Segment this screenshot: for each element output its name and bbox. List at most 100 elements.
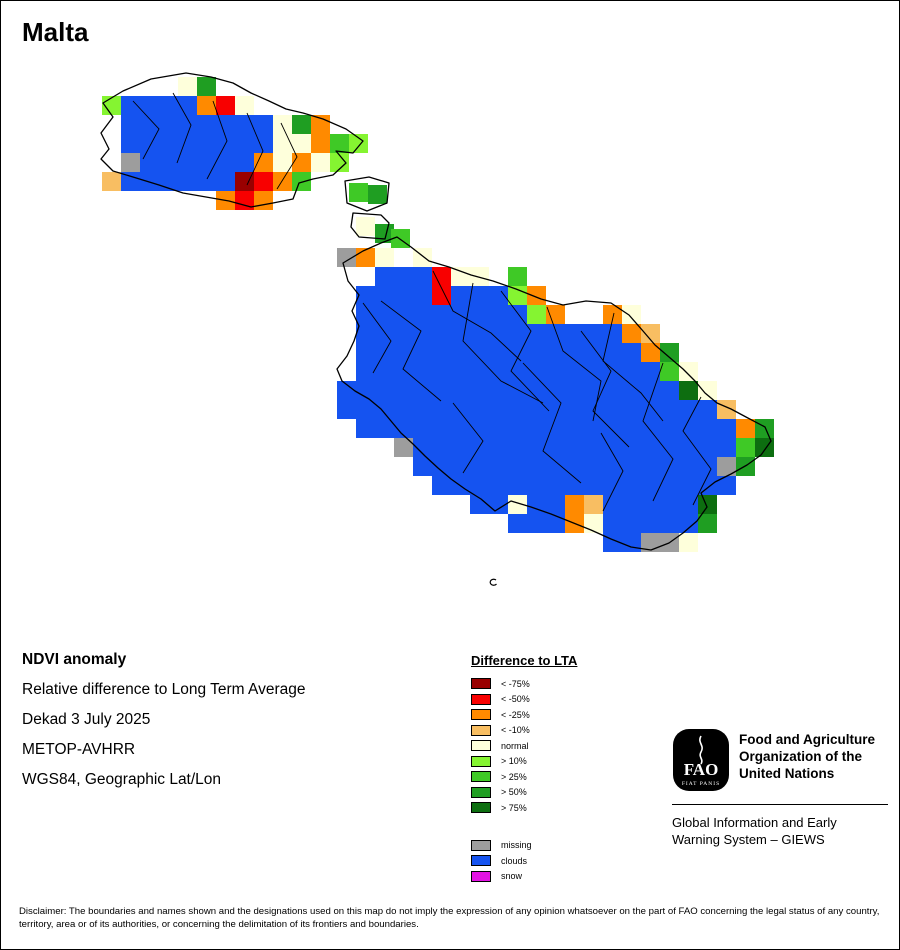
map-cell — [679, 476, 698, 495]
map-cell — [546, 495, 565, 514]
district-boundary-line — [522, 362, 582, 484]
map-cell — [527, 400, 546, 419]
district-boundary-line — [500, 290, 550, 412]
map-cell — [159, 96, 178, 115]
legend: Difference to LTA < -75% < -50% < -25% < -1… — [471, 653, 577, 884]
map-cell — [368, 185, 387, 204]
map-cell — [508, 267, 527, 286]
page-title: Malta — [22, 17, 89, 47]
island-outline — [100, 72, 364, 208]
map-cell — [432, 438, 451, 457]
map-cell — [489, 438, 508, 457]
map-cell — [622, 381, 641, 400]
legend-item: < -75% — [471, 676, 577, 692]
map-cell — [565, 400, 584, 419]
map-cell — [698, 438, 717, 457]
map-cell — [622, 495, 641, 514]
map-cell — [254, 191, 273, 210]
map-cell — [527, 419, 546, 438]
map-cell — [565, 495, 584, 514]
legend-item: < -50% — [471, 692, 577, 708]
map-cell — [432, 286, 451, 305]
map-cell — [736, 419, 755, 438]
map-cell — [470, 362, 489, 381]
map-cell — [660, 419, 679, 438]
map-cell — [451, 457, 470, 476]
map-cell — [337, 400, 356, 419]
map-cell — [375, 362, 394, 381]
map-cell — [235, 191, 254, 210]
map-cell — [349, 134, 368, 153]
map-cell — [197, 77, 216, 96]
map-cell — [470, 400, 489, 419]
map-cell — [622, 514, 641, 533]
map-cell — [432, 305, 451, 324]
map-cell — [470, 476, 489, 495]
map-cell — [622, 324, 641, 343]
map-cell — [273, 153, 292, 172]
map-cell — [375, 400, 394, 419]
map-cell — [527, 305, 546, 324]
map-cell — [273, 134, 292, 153]
map-cell — [679, 362, 698, 381]
fao-logo-text: FAO — [684, 760, 719, 779]
map-cell — [546, 400, 565, 419]
fao-top-row: FAO FIAT PANIS Food and Agriculture Orga… — [672, 728, 888, 792]
map-cell — [565, 438, 584, 457]
map-cell — [679, 533, 698, 552]
map-cell — [565, 457, 584, 476]
map-cell — [508, 343, 527, 362]
map-cell — [121, 115, 140, 134]
map-cell — [432, 267, 451, 286]
map-cell — [546, 381, 565, 400]
map-cell — [337, 248, 356, 267]
map-cell — [394, 343, 413, 362]
map-cell — [413, 419, 432, 438]
map-cell — [603, 438, 622, 457]
map-cell — [489, 343, 508, 362]
legend-extra-items: missing clouds snow — [471, 838, 577, 885]
map-cell — [698, 419, 717, 438]
district-boundary-line — [682, 396, 712, 506]
map-cell — [451, 400, 470, 419]
district-boundary-line — [206, 100, 228, 180]
map-cell — [489, 286, 508, 305]
map-cell — [356, 305, 375, 324]
district-boundary-line — [462, 282, 544, 404]
map-cell — [641, 495, 660, 514]
map-info: NDVI anomaly Relative difference to Long… — [22, 651, 306, 801]
map-cell — [660, 495, 679, 514]
map-cell — [660, 514, 679, 533]
map-cell — [235, 115, 254, 134]
map-cell — [679, 438, 698, 457]
map-cell — [660, 343, 679, 362]
legend-swatch — [471, 693, 491, 705]
map-cell — [698, 457, 717, 476]
map-cell — [375, 381, 394, 400]
map-cell — [698, 476, 717, 495]
map-cell — [394, 438, 413, 457]
map-cell — [121, 134, 140, 153]
map-cell — [584, 324, 603, 343]
map-cell — [254, 153, 273, 172]
map-cell — [546, 343, 565, 362]
fao-giews-line: Warning System – GIEWS — [672, 832, 825, 847]
map-cell — [527, 514, 546, 533]
legend-swatch — [471, 870, 491, 882]
legend-label: > 50% — [501, 787, 527, 798]
map-cell — [451, 267, 470, 286]
map-cell — [432, 324, 451, 343]
map-cell — [470, 438, 489, 457]
map-cell — [413, 381, 432, 400]
map-cell — [698, 381, 717, 400]
map-cell — [356, 362, 375, 381]
map-cell — [216, 115, 235, 134]
map-cell — [622, 362, 641, 381]
map-cell — [584, 514, 603, 533]
map-cell — [197, 134, 216, 153]
map-cell — [235, 96, 254, 115]
map-cell — [470, 381, 489, 400]
map-cell — [394, 362, 413, 381]
map-cell — [470, 419, 489, 438]
map-cell — [489, 419, 508, 438]
